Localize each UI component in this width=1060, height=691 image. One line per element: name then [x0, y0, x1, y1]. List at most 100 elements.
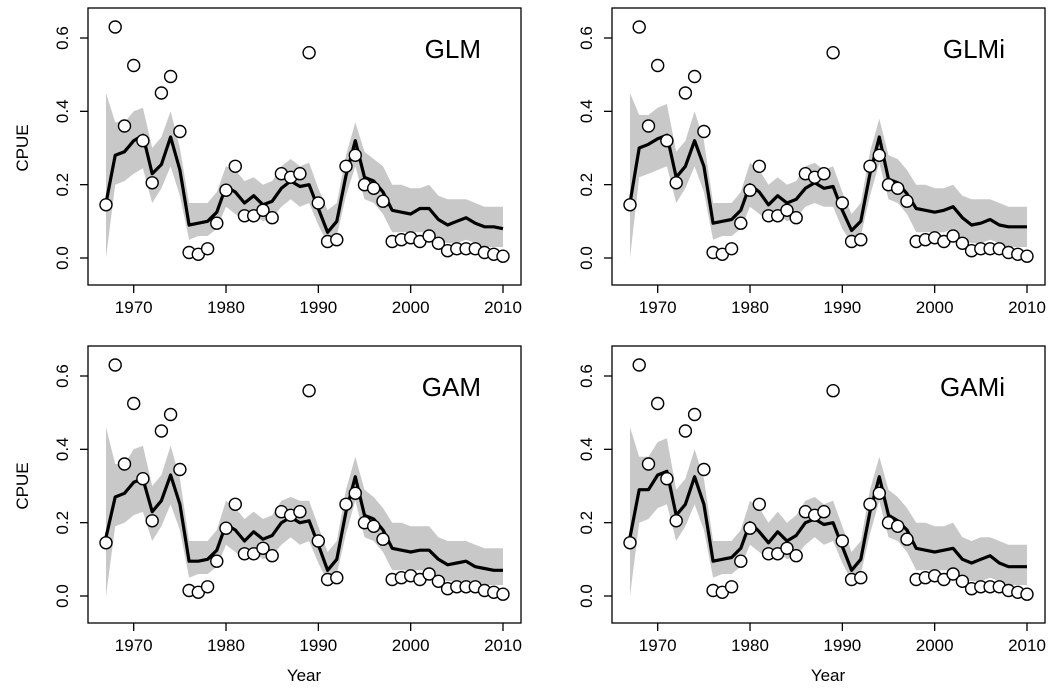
panel-gam-observed-point: [108, 358, 122, 372]
panel-gami-x-tick-label: 1970: [639, 636, 677, 655]
panel-glmi-x-tick-label: 1980: [731, 298, 769, 317]
panel-glmi-observed-point: [734, 216, 748, 230]
panel-glm-observed-point: [200, 242, 215, 256]
panel-glm-observed-point: [330, 232, 344, 247]
panel-gam-y-tick-label: 0.6: [53, 364, 72, 388]
panel-glm-x-tick-label: 1970: [115, 298, 153, 317]
panel-glmi-y-tick-label: 0.4: [577, 99, 596, 123]
x-axis-label-right: Year: [811, 666, 846, 685]
panel-gam-observed-point: [163, 407, 178, 422]
panel-glm-observed-point: [311, 196, 325, 210]
panel-glmi-fitted-line: [628, 133, 1027, 233]
panel-glmi-y-tick-label: 0.2: [577, 173, 596, 197]
panel-glmi-title: GLMi: [943, 34, 1005, 64]
panel-gami-observed-point: [835, 534, 849, 548]
panel-gami-observed-point: [623, 536, 637, 550]
panel-gami-fitted-line: [628, 469, 1027, 572]
panel-gam-observed-point: [422, 567, 436, 581]
panel-glm-observed-point: [293, 166, 307, 181]
panel-glm-observed-point: [265, 210, 279, 225]
panel-glm-observed-point: [228, 159, 243, 174]
panel-glm-fitted-line: [104, 133, 504, 234]
panel-gam-observed-point: [376, 532, 390, 546]
panel-glm-y-tick-label: 0.0: [53, 246, 72, 270]
panel-glmi-observed-point: [632, 20, 646, 34]
panel-gami-observed-point: [752, 497, 766, 511]
panel-glm-observed-point: [126, 58, 141, 73]
panel-gami-observed-point: [789, 549, 803, 563]
panel-gami-observed-point: [872, 486, 886, 500]
panel-glm-observed-point: [210, 216, 224, 230]
panel-gami-title: GAMi: [940, 372, 1005, 402]
panel-glm-x-tick-label: 1980: [207, 298, 245, 317]
panel-gam-observed-point: [145, 514, 159, 528]
panel-gami-y-tick-label: 0.2: [577, 511, 596, 535]
panel-gam-observed-point: [339, 497, 353, 511]
panel-glm-x-tick-label: 1990: [299, 298, 337, 317]
panel-glm-observed-point: [173, 124, 187, 139]
panel-glmi-observed-point: [826, 46, 840, 60]
panel-glmi-observed-point: [900, 194, 914, 208]
panel-glmi-observed-point: [641, 119, 656, 133]
panel-glm-observed-point: [348, 148, 362, 163]
panel-gami-observed-point: [734, 554, 748, 568]
panel-glm-y-tick-label: 0.2: [53, 173, 72, 197]
panel-glm-observed-point: [99, 198, 113, 212]
panel-glm-observed-point: [422, 229, 436, 243]
panel-glmi-observed-point: [660, 133, 674, 148]
panel-glmi-observed-point: [854, 232, 868, 247]
panel-glmi-y-tick-label: 0.0: [577, 246, 596, 270]
panel-gam-observed-point: [496, 587, 510, 601]
panel-glm-observed-point: [431, 236, 446, 251]
panel-gami-observed-point: [955, 574, 970, 588]
panel-glmi-observed-point: [669, 176, 683, 190]
panel-glmi: 0.0 0.2 0.4 0.6 1970 1980 1990 2000 2010 GLMi: [577, 7, 1046, 317]
panel-glmi-observed-point: [872, 148, 886, 163]
panel-glmi-observed-point: [955, 236, 970, 251]
panel-glm-x-tick-label: 2010: [484, 298, 522, 317]
panel-gami-observed-point: [891, 519, 905, 533]
panel-gami-x-tick-label: 2010: [1008, 636, 1046, 655]
panel-glm-observed-point: [117, 119, 132, 133]
panel-glmi-observed-point: [724, 242, 739, 256]
panel-gami-observed-point: [780, 541, 794, 555]
panel-gam-y-tick-label: 0.2: [53, 511, 72, 535]
panel-glm-y-tick-label: 0.4: [53, 99, 72, 123]
panel-gami-y-tick-label: 0.6: [577, 364, 596, 388]
panel-gam-observed-point: [431, 574, 446, 588]
panel-gami-observed-point: [632, 358, 646, 372]
panel-gami-observed-point: [678, 424, 693, 438]
panel-gam-observed-point: [117, 457, 132, 471]
panel-glmi-x-tick-label: 1990: [823, 298, 861, 317]
panel-gami-observed-point: [863, 497, 877, 511]
panel-glmi-observed-point: [817, 166, 831, 181]
panel-glm-observed-point: [339, 159, 353, 174]
panel-glm-observed-point: [219, 183, 233, 197]
panel-gam-observed-point: [348, 486, 362, 500]
y-axis-label-bottom: CPUE: [13, 462, 32, 509]
panel-gami-observed-point: [946, 567, 960, 581]
panel-gam-observed-point: [154, 424, 169, 438]
panel-gami: 0.0 0.2 0.4 0.6 1970 1980 1990 2000 2010 GAMi: [577, 345, 1046, 655]
panel-glmi-observed-point: [687, 69, 702, 84]
panel-gami-observed-point: [826, 384, 840, 398]
panel-gam-x-tick-label: 1980: [207, 636, 245, 655]
panel-glmi-observed-point: [743, 183, 757, 197]
panel-gam-observed-point: [173, 462, 187, 477]
panel-gami-observed-point: [743, 521, 757, 535]
panel-gam-observed-point: [126, 396, 141, 411]
panel-glm-observed-point: [145, 176, 159, 190]
panel-gam-fitted-line: [104, 473, 503, 572]
panel-gami-observed-point: [724, 580, 739, 594]
panel-glmi-x-tick-label: 2010: [1008, 298, 1046, 317]
panel-glm-observed-point: [496, 249, 510, 263]
panel-glm-observed-point: [163, 69, 178, 84]
panel-gami-observed-point: [817, 505, 831, 519]
panel-gam-observed-point: [136, 472, 150, 486]
panel-glm-observed-point: [108, 20, 122, 34]
panel-glmi-observed-point: [651, 58, 665, 73]
panel-gam-observed-point: [367, 519, 381, 533]
panel-gam-observed-point: [330, 571, 344, 585]
panel-gam-observed-point: [210, 554, 224, 568]
panel-glmi-observed-point: [780, 203, 794, 218]
